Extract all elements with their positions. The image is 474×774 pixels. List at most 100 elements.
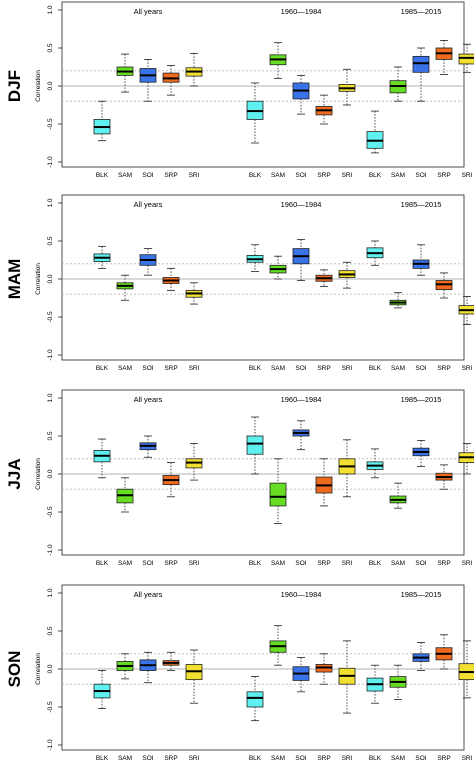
box-srp	[435, 40, 453, 75]
y-axis-label: Correlation	[35, 70, 42, 102]
box-sam	[269, 458, 287, 524]
box-blk	[93, 245, 111, 269]
panel-mam: -1.0 -0.5 0.0 0.5 1.0 Correlation MAM All years…	[5, 194, 474, 372]
period-title: 1960—1984	[281, 395, 322, 404]
category-label: SOI	[415, 560, 426, 567]
y-tick-label: -0.5	[47, 118, 54, 130]
period-title: 1960—1984	[281, 200, 322, 209]
category-label: SAM	[271, 172, 285, 179]
category-label: SRP	[317, 365, 330, 372]
category-label: BLK	[369, 560, 382, 567]
period-title: 1985—2015	[401, 395, 442, 404]
box-sam	[389, 482, 407, 509]
category-label: BLK	[249, 560, 262, 567]
season-label: DJF	[5, 70, 24, 102]
box-soi	[139, 59, 157, 102]
y-tick-label: 0.0	[47, 664, 54, 673]
box-srp	[315, 653, 333, 685]
period-title: All years	[134, 590, 163, 599]
box-srp	[435, 272, 453, 299]
box-blk	[246, 676, 264, 722]
box-srp	[315, 269, 333, 288]
category-label: BLK	[96, 755, 109, 762]
y-tick-label: -1.0	[47, 739, 54, 751]
box-soi	[412, 47, 430, 102]
box-sam	[116, 477, 134, 513]
panel-jja: -1.0 -0.5 0.0 0.5 1.0 Correlation JJA All years…	[5, 389, 474, 567]
category-label: SRP	[317, 172, 330, 179]
box-blk	[93, 670, 111, 709]
box-sri	[338, 439, 356, 498]
box-sri	[458, 443, 474, 475]
box-soi	[412, 244, 430, 276]
category-label: SRI	[189, 755, 200, 762]
category-label: SOI	[142, 172, 153, 179]
category-label: SOI	[295, 365, 306, 372]
box-soi	[292, 239, 310, 281]
box-sam	[269, 255, 287, 280]
box-srp	[162, 267, 180, 291]
box-sri	[458, 296, 474, 326]
box-sri	[338, 261, 356, 289]
period-title: 1985—2015	[401, 200, 442, 209]
period-title: All years	[134, 7, 163, 16]
box-blk	[246, 416, 264, 475]
panel-djf: -1.0 -0.5 0.0 0.5 1.0 Correlation DJF All years…	[5, 1, 474, 179]
category-label: SRI	[462, 172, 473, 179]
plot-frame	[61, 389, 465, 556]
box-srp	[315, 458, 333, 507]
y-tick-label: 0.0	[47, 469, 54, 478]
category-label: SRI	[462, 560, 473, 567]
category-label: SRI	[189, 560, 200, 567]
period-title: 1985—2015	[401, 590, 442, 599]
box-body	[246, 435, 264, 455]
category-label: SAM	[118, 755, 132, 762]
category-label: SOI	[142, 365, 153, 372]
plot-frame	[61, 1, 465, 168]
box-srp	[435, 634, 453, 670]
category-label: SOI	[295, 172, 306, 179]
y-tick-label: 0.5	[47, 626, 54, 635]
category-label: SRP	[164, 560, 177, 567]
category-label: SRP	[437, 365, 450, 372]
category-label: SAM	[271, 755, 285, 762]
category-label: SRI	[462, 755, 473, 762]
category-label: BLK	[369, 172, 382, 179]
category-label: SRI	[342, 172, 353, 179]
box-sri	[338, 640, 356, 714]
category-label: BLK	[249, 755, 262, 762]
category-label: SRI	[342, 365, 353, 372]
y-tick-label: 0.0	[47, 274, 54, 283]
box-soi	[292, 657, 310, 693]
category-label: SOI	[295, 560, 306, 567]
category-label: SRI	[342, 560, 353, 567]
y-axis-label: Correlation	[35, 263, 42, 295]
y-tick-label: 0.5	[47, 431, 54, 440]
category-label: SRP	[317, 560, 330, 567]
category-label: BLK	[369, 755, 382, 762]
category-label: SRI	[342, 755, 353, 762]
category-label: SRP	[164, 755, 177, 762]
category-label: SAM	[391, 365, 405, 372]
category-label: BLK	[249, 365, 262, 372]
period-title: All years	[134, 200, 163, 209]
y-tick-label: -1.0	[47, 544, 54, 556]
category-label: SRP	[317, 755, 330, 762]
category-label: SAM	[271, 560, 285, 567]
box-body	[458, 53, 474, 65]
box-soi	[139, 248, 157, 276]
y-tick-label: 0.0	[47, 81, 54, 90]
box-sam	[116, 53, 134, 93]
y-tick-label: 0.5	[47, 43, 54, 52]
category-label: SAM	[391, 172, 405, 179]
category-label: SOI	[142, 755, 153, 762]
box-sri	[338, 68, 356, 106]
box-soi	[412, 440, 430, 467]
box-sri	[458, 640, 474, 699]
category-label: SRP	[164, 172, 177, 179]
box-sam	[389, 292, 407, 309]
y-tick-label: -1.0	[47, 349, 54, 361]
period-title: 1985—2015	[401, 7, 442, 16]
season-label: MAM	[5, 259, 24, 300]
